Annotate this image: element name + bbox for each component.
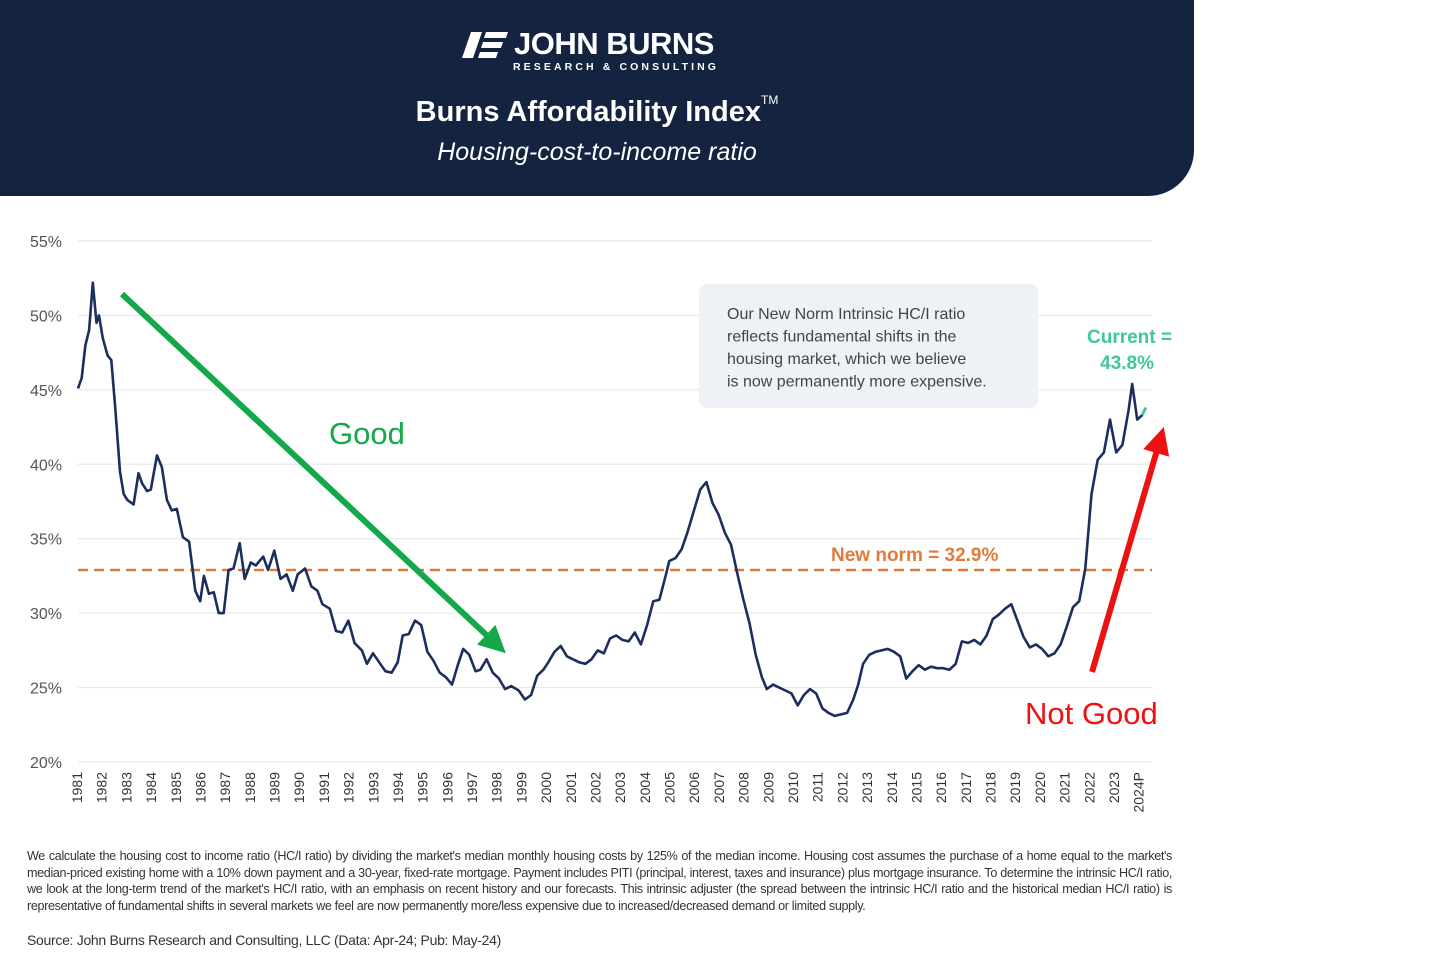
current-label-line1: Current = bbox=[1087, 327, 1172, 348]
methodology-footnote: We calculate the housing cost to income … bbox=[27, 849, 1172, 913]
callout-text-line: housing market, which we believe bbox=[727, 351, 966, 368]
callout-box: Our New Norm Intrinsic HC/I ratio reflect… bbox=[699, 284, 1038, 408]
x-tick-label: 2012 bbox=[834, 772, 850, 803]
y-tick-label: 55% bbox=[30, 234, 62, 251]
x-tick-label: 1989 bbox=[267, 772, 283, 803]
report-header: JOHN BURNS RESEARCH & CONSULTING Burns A… bbox=[0, 0, 1194, 196]
x-tick-label: 2016 bbox=[933, 772, 949, 803]
forecast-segment bbox=[1140, 407, 1147, 416]
x-tick-label: 2022 bbox=[1081, 772, 1097, 803]
x-tick-label: 2021 bbox=[1057, 772, 1073, 803]
x-tick-label: 1988 bbox=[242, 772, 258, 803]
chart-title-text: Burns Affordability Index bbox=[415, 96, 761, 128]
x-tick-label: 1987 bbox=[217, 772, 233, 803]
y-tick-label: 45% bbox=[30, 383, 62, 400]
chart-subtitle: Housing-cost-to-income ratio bbox=[437, 138, 757, 166]
grid-lines bbox=[78, 240, 1152, 763]
y-tick-label: 50% bbox=[30, 308, 62, 325]
x-tick-label: 1996 bbox=[439, 772, 455, 803]
x-tick-label: 2018 bbox=[983, 772, 999, 803]
x-tick-label: 2013 bbox=[859, 772, 875, 803]
x-tick-label: 2020 bbox=[1032, 772, 1048, 803]
x-tick-label: 1993 bbox=[365, 772, 381, 803]
x-tick-label: 2003 bbox=[612, 772, 628, 803]
x-tick-label: 1997 bbox=[464, 772, 480, 803]
current-label-line2: 43.8% bbox=[1100, 353, 1154, 374]
brand-name: JOHN BURNS bbox=[514, 26, 714, 61]
x-tick-label: 1990 bbox=[291, 772, 307, 803]
x-tick-label: 2015 bbox=[908, 772, 924, 803]
x-tick-label: 2024P bbox=[1131, 772, 1147, 812]
company-logo: JOHN BURNS RESEARCH & CONSULTING bbox=[462, 26, 742, 78]
not-good-label: Not Good bbox=[1025, 696, 1158, 731]
logo-mark-icon bbox=[462, 32, 508, 58]
y-tick-label: 35% bbox=[30, 532, 62, 549]
x-tick-label: 1992 bbox=[341, 772, 357, 803]
x-tick-label: 2000 bbox=[538, 772, 554, 803]
series-layer bbox=[76, 281, 1147, 718]
x-tick-label: 1994 bbox=[390, 772, 406, 803]
trademark-mark: TM bbox=[761, 93, 779, 108]
brand-tagline: RESEARCH & CONSULTING bbox=[513, 61, 720, 73]
y-tick-label: 25% bbox=[30, 681, 62, 698]
x-tick-label: 2006 bbox=[686, 772, 702, 803]
x-tick-label: 2010 bbox=[785, 772, 801, 803]
x-tick-label: 1986 bbox=[192, 772, 208, 803]
annotation-layer: Current = 43.8% Good Not Good bbox=[119, 291, 1172, 731]
x-tick-label: 1998 bbox=[489, 772, 505, 803]
y-axis: 20% 25% 30% 35% 40% 45% 50% 55% bbox=[30, 234, 62, 772]
callout-text-line: reflects fundamental shifts in the bbox=[727, 329, 957, 346]
x-tick-label: 2019 bbox=[1007, 772, 1023, 803]
callout-text-line: Our New Norm Intrinsic HC/I ratio bbox=[727, 306, 965, 323]
y-tick-label: 20% bbox=[30, 755, 62, 772]
x-tick-label: 2005 bbox=[662, 772, 678, 803]
chart-title: Burns Affordability IndexTM bbox=[0, 93, 1194, 129]
x-tick-label: 1984 bbox=[143, 772, 159, 803]
x-tick-label: 2009 bbox=[760, 772, 776, 803]
x-tick-label: 1982 bbox=[94, 772, 110, 803]
x-tick-label: 2008 bbox=[736, 772, 752, 803]
x-tick-label: 1999 bbox=[513, 772, 529, 803]
x-tick-label: 2002 bbox=[587, 772, 603, 803]
x-tick-label: 2011 bbox=[810, 772, 826, 802]
x-tick-label: 2014 bbox=[884, 772, 900, 803]
x-tick-label: 2023 bbox=[1106, 772, 1122, 803]
x-tick-label: 2017 bbox=[958, 772, 974, 803]
new-norm-label: New norm = 32.9% bbox=[831, 545, 998, 566]
x-tick-label: 1985 bbox=[168, 772, 184, 803]
y-tick-label: 30% bbox=[30, 606, 62, 623]
x-tick-label: 1981 bbox=[69, 772, 85, 803]
x-tick-label: 1995 bbox=[415, 772, 431, 803]
good-arrow bbox=[119, 291, 506, 654]
x-axis: 1981 1982 1983 1984 1985 1986 1987 1988 1989 1990… bbox=[69, 772, 1147, 813]
x-tick-label: 1991 bbox=[316, 772, 332, 803]
x-tick-label: 1983 bbox=[118, 772, 134, 803]
new-norm-layer: New norm = 32.9% bbox=[78, 545, 1152, 572]
not-good-arrow bbox=[1089, 427, 1170, 673]
x-tick-label: 2004 bbox=[637, 772, 653, 803]
good-label: Good bbox=[329, 416, 405, 451]
x-tick-label: 2007 bbox=[711, 772, 727, 803]
x-tick-label: 2001 bbox=[563, 772, 579, 803]
source-note: Source: John Burns Research and Consulti… bbox=[27, 932, 501, 948]
y-tick-label: 40% bbox=[30, 457, 62, 474]
hc-i-ratio-line bbox=[76, 281, 1147, 718]
callout-text-line: is now permanently more expensive. bbox=[727, 374, 987, 391]
